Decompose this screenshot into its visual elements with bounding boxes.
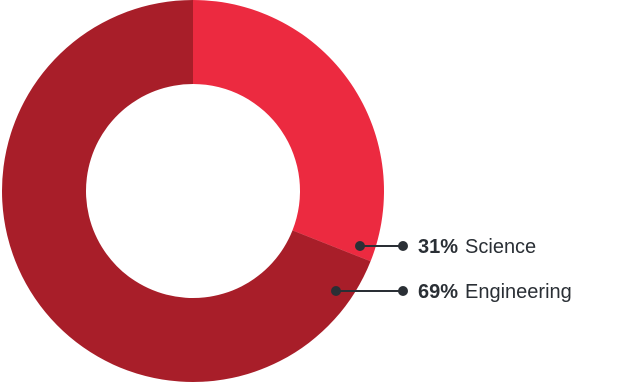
callout-engineering: 69% Engineering (331, 281, 572, 303)
leader-dot-inner-engineering (331, 286, 341, 296)
data-label-value-science: 31% (418, 236, 458, 258)
slices-group (2, 0, 384, 382)
leader-dot-outer-science (398, 241, 408, 251)
data-label-name-science: Science (465, 236, 536, 258)
data-label-science: 31% Science (418, 236, 536, 258)
leader-dot-inner-science (355, 241, 365, 251)
data-label-engineering: 69% Engineering (418, 281, 572, 303)
callouts-group: 31% Science 69% Engineering (331, 236, 572, 303)
slice-engineering (2, 0, 371, 382)
callout-science: 31% Science (355, 236, 536, 258)
data-label-value-engineering: 69% (418, 281, 458, 303)
leader-dot-outer-engineering (398, 286, 408, 296)
data-label-name-engineering: Engineering (465, 281, 572, 303)
slice-science (193, 0, 384, 262)
